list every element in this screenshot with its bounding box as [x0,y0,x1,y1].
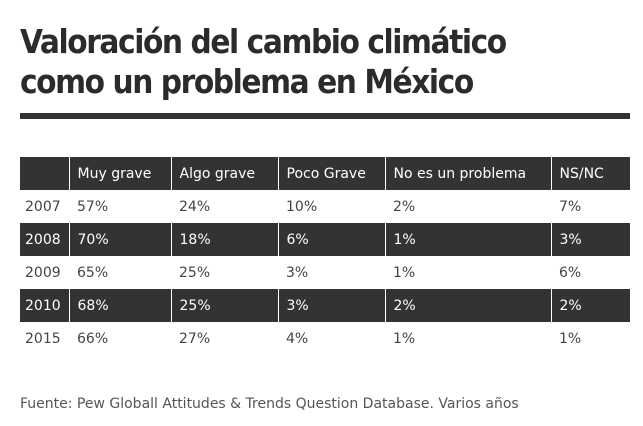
table-row: 2010 68% 25% 3% 2% 2% [20,289,630,322]
cell-no-es-problema: 2% [384,289,551,322]
header-algo-grave: Algo grave [170,157,278,190]
header-poco-grave: Poco Grave [277,157,385,190]
cell-ns-nc: 1% [559,330,582,347]
header-ns-nc: NS/NC [550,157,630,190]
cell-poco-grave: 4% [286,330,309,347]
cell-muy-grave: 68% [68,289,171,322]
title-divider [20,113,630,119]
cell-ns-nc: 7% [559,198,582,215]
cell-algo-grave: 18% [170,223,278,256]
cell-ns-nc: 2% [550,289,630,322]
row-year: 2007 [25,198,61,215]
source-note: Fuente: Pew Globall Attitudes & Trends Q… [20,396,519,412]
cell-poco-grave: 3% [277,289,385,322]
table-row: 2008 70% 18% 6% 1% 3% [20,223,630,256]
cell-no-es-problema: 1% [393,330,416,347]
row-year: 2015 [25,330,61,347]
cell-no-es-problema: 1% [393,264,416,281]
table-row: 2015 66% 27% 4% 1% 1% [20,322,630,355]
row-year: 2010 [25,297,61,314]
cell-poco-grave: 10% [286,198,318,215]
table-header-row: Muy grave Algo grave Poco Grave No es un… [20,157,630,190]
header-year [20,157,69,190]
table-row: 2007 57% 24% 10% 2% 7% [20,190,630,223]
cell-algo-grave: 25% [170,289,278,322]
header-no-es-problema: No es un problema [384,157,551,190]
cell-no-es-problema: 1% [384,223,551,256]
cell-algo-grave: 25% [179,264,211,281]
cell-algo-grave: 27% [179,330,211,347]
cell-muy-grave: 65% [77,264,109,281]
cell-muy-grave: 70% [68,223,171,256]
cell-no-es-problema: 2% [393,198,416,215]
climate-table: Muy grave Algo grave Poco Grave No es un… [20,157,630,355]
row-year: 2008 [25,231,61,248]
cell-muy-grave: 57% [77,198,109,215]
cell-poco-grave: 6% [277,223,385,256]
cell-ns-nc: 6% [559,264,582,281]
row-year: 2009 [25,264,61,281]
chart-title: Valoración del cambio climático como un … [20,22,507,101]
cell-algo-grave: 24% [179,198,211,215]
table-row: 2009 65% 25% 3% 1% 6% [20,256,630,289]
cell-ns-nc: 3% [550,223,630,256]
header-muy-grave: Muy grave [68,157,171,190]
cell-poco-grave: 3% [286,264,309,281]
cell-muy-grave: 66% [77,330,109,347]
